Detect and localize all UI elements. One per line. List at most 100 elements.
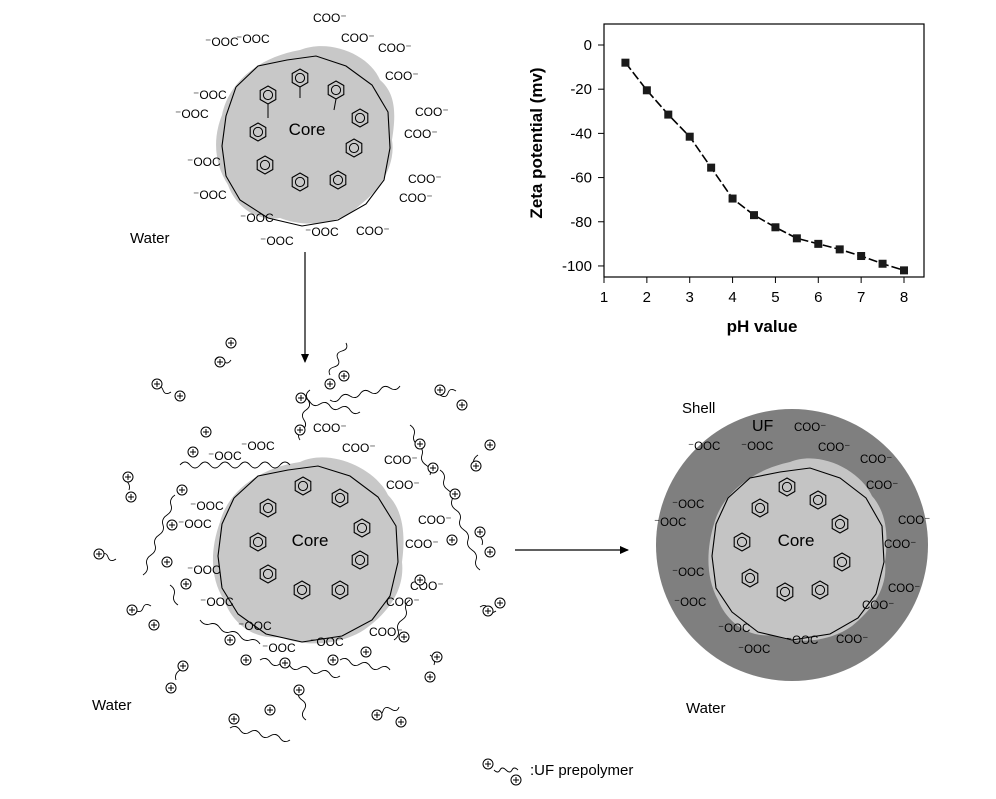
carboxylate-left-label: ⁻OOC	[187, 155, 221, 169]
core-label: Core	[289, 120, 326, 139]
carboxylate-right-label: COO⁻	[836, 634, 868, 646]
carboxylate-right-label: COO⁻	[356, 224, 390, 238]
carboxylate-right-label: COO⁻	[418, 513, 452, 527]
carboxylate-left-label: ⁻OOC	[205, 35, 239, 49]
water-label: Water	[92, 697, 131, 714]
carboxylate-left-label: ⁻OOC	[672, 499, 704, 511]
x-axis-label: pH value	[727, 317, 798, 336]
y-tick-label: -40	[570, 125, 592, 142]
carboxylate-right-label: COO⁻	[794, 422, 826, 434]
water-label: Water	[686, 700, 725, 717]
carboxylate-left-label: ⁻OOC	[208, 449, 242, 463]
data-point	[750, 211, 758, 220]
carboxylate-right-label: COO⁻	[313, 421, 347, 435]
carboxylate-left-label: ⁻OOC	[236, 32, 270, 46]
carboxylate-left-label: ⁻OOC	[241, 439, 275, 453]
data-point	[878, 259, 887, 268]
y-tick-label: -100	[562, 258, 592, 275]
polymer-chain	[711, 467, 885, 641]
water-label: Water	[130, 230, 169, 247]
data-point	[707, 163, 716, 172]
x-tick-label: 7	[857, 289, 865, 306]
carboxylate-right-label: COO⁻	[888, 583, 920, 595]
axis-ticks	[598, 44, 905, 283]
data-point	[621, 58, 630, 67]
carboxylate-left-label: ⁻OOC	[190, 499, 224, 513]
carboxylate-right-label: COO⁻	[313, 11, 347, 25]
carboxylate-right-label: COO⁻	[386, 595, 420, 609]
polymer-chain	[221, 55, 391, 227]
core-shell-capsule: Core Shell UF Water ⁻OOC ⁻OOC ⁻OOC ⁻OOC …	[654, 400, 930, 717]
uf-label: UF	[752, 418, 774, 435]
carboxylate-left-label: ⁻OOC	[310, 635, 344, 649]
carboxylate-right-label: COO⁻	[898, 515, 930, 527]
y-axis-label: Zeta potential (mv)	[527, 67, 546, 218]
x-tick-label: 4	[728, 289, 736, 306]
carboxylate-left-label: ⁻OOC	[786, 635, 818, 647]
series-points	[621, 58, 908, 275]
polymer-chain	[217, 465, 399, 643]
y-tick-label: -60	[570, 170, 592, 187]
carboxylate-left-label: ⁻OOC	[260, 234, 294, 248]
y-tick-label: 0	[584, 37, 592, 54]
y-tick-label: -80	[570, 214, 592, 231]
carboxylate-right-label: COO⁻	[884, 539, 916, 551]
data-point	[835, 245, 844, 254]
carboxylate-left-label: ⁻OOC	[305, 225, 339, 239]
carboxylate-right-label: COO⁻	[862, 600, 894, 612]
data-point	[664, 110, 673, 119]
carboxylate-left-label: ⁻OOC	[672, 567, 704, 579]
y-tick-label: -20	[570, 81, 592, 98]
data-point	[685, 132, 694, 141]
shell-label: Shell	[682, 400, 715, 417]
carboxylate-left-label: ⁻OOC	[238, 619, 272, 633]
carboxylate-right-label: COO⁻	[415, 105, 449, 119]
legend: :UF prepolymer	[482, 758, 633, 786]
x-tick-label: 6	[814, 289, 822, 306]
core-label: Core	[778, 531, 815, 550]
carboxylate-right-label: COO⁻	[369, 625, 403, 639]
carboxylate-right-label: COO⁻	[818, 442, 850, 454]
data-point	[642, 86, 651, 95]
carboxylate-right-label: COO⁻	[866, 480, 898, 492]
carboxylate-left-label: ⁻OOC	[193, 188, 227, 202]
x-tick-label: 2	[643, 289, 651, 306]
carboxylate-left-label: ⁻OOC	[262, 641, 296, 655]
x-tick-label: 3	[686, 289, 694, 306]
carboxylate-left-label: ⁻OOC	[187, 563, 221, 577]
carboxylate-right-label: COO⁻	[384, 453, 418, 467]
data-point	[771, 223, 780, 232]
carboxylate-left-label: ⁻OOC	[718, 623, 750, 635]
carboxylate-left-label: ⁻OOC	[738, 644, 770, 656]
data-point	[792, 234, 801, 243]
legend-label: :UF prepolymer	[530, 762, 633, 779]
carboxylate-right-label: COO⁻	[378, 41, 412, 55]
core-particle-with-prepolymer: Core Water ⁻OOC ⁻OOC ⁻OOC ⁻OOC ⁻OOC ⁻OOC…	[92, 337, 506, 743]
series-line	[624, 62, 905, 272]
carboxylate-right-label: COO⁻	[404, 127, 438, 141]
carboxylate-right-label: COO⁻	[405, 537, 439, 551]
plot-frame	[603, 23, 925, 278]
x-tick-label: 5	[771, 289, 779, 306]
zeta-potential-chart: 1 2 3 4 5 6 7 8 0 -20 -40 -60 -80 -100 pH value Zeta …	[527, 23, 925, 336]
carboxylate-right-label: COO⁻	[399, 191, 433, 205]
carboxylate-left-label: ⁻OOC	[175, 107, 209, 121]
carboxylate-right-label: COO⁻	[341, 31, 375, 45]
carboxylate-left-label: ⁻OOC	[674, 597, 706, 609]
x-tick-label: 8	[900, 289, 908, 306]
carboxylate-left-label: ⁻OOC	[741, 441, 773, 453]
carboxylate-right-label: COO⁻	[408, 172, 442, 186]
core-blob	[708, 458, 887, 641]
core-label: Core	[292, 531, 329, 550]
core-particle-top: Core Water ⁻OOC ⁻OOC ⁻OOC ⁻OOC ⁻OOC ⁻OOC…	[130, 11, 449, 248]
carboxylate-left-label: ⁻OOC	[654, 517, 686, 529]
data-point	[857, 252, 866, 261]
carboxylate-right-label: COO⁻	[385, 69, 419, 83]
x-tick-label: 1	[600, 289, 608, 306]
carboxylate-left-label: ⁻OOC	[240, 211, 274, 225]
carboxylate-left-label: ⁻OOC	[178, 517, 212, 531]
carboxylate-right-label: COO⁻	[386, 478, 420, 492]
carboxylate-right-label: COO⁻	[860, 454, 892, 466]
data-point	[728, 194, 737, 203]
